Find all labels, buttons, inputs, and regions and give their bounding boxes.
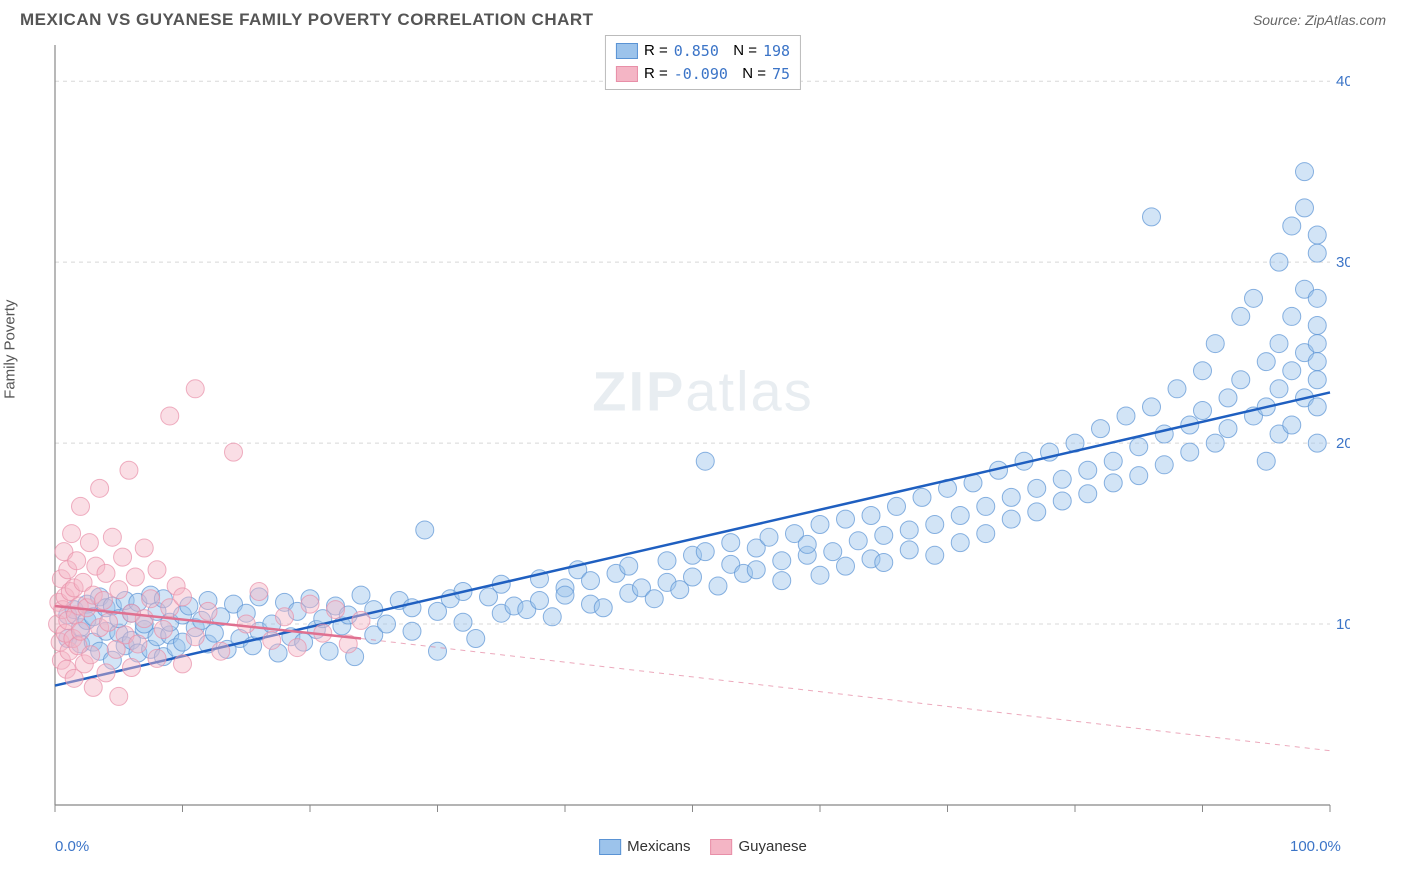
source-label: Source: ZipAtlas.com (1253, 12, 1386, 28)
header-bar: MEXICAN VS GUYANESE FAMILY POVERTY CORRE… (0, 0, 1406, 35)
n-value-guyanese: 75 (772, 63, 790, 86)
legend-row-guyanese: R = -0.090 N = 75 (616, 63, 790, 86)
svg-text:10.0%: 10.0% (1336, 616, 1350, 633)
n-value-mexicans: 198 (763, 40, 790, 63)
svg-text:40.0%: 40.0% (1336, 73, 1350, 90)
legend-item-mexicans: Mexicans (599, 838, 690, 855)
chart-title: MEXICAN VS GUYANESE FAMILY POVERTY CORRE… (20, 10, 594, 30)
series-legend: Mexicans Guyanese (599, 838, 807, 855)
r-value-mexicans: 0.850 (674, 40, 719, 63)
r-value-guyanese: -0.090 (674, 63, 728, 86)
x-axis-max-label: 100.0% (1290, 838, 1341, 855)
scatter-plot: 10.0% 20.0% 30.0% 40.0% (20, 35, 1350, 825)
svg-text:20.0%: 20.0% (1336, 435, 1350, 452)
correlation-legend: R = 0.850 N = 198 R = -0.090 N = 75 (605, 35, 801, 90)
swatch-mexicans (616, 43, 638, 59)
swatch-bottom-mexicans (599, 839, 621, 855)
swatch-bottom-guyanese (710, 839, 732, 855)
legend-item-guyanese: Guyanese (710, 838, 806, 855)
swatch-guyanese (616, 66, 638, 82)
y-axis-label: Family Poverty (2, 300, 19, 399)
legend-row-mexicans: R = 0.850 N = 198 (616, 40, 790, 63)
chart-container: Family Poverty R = 0.850 N = 198 R = -0.… (20, 35, 1386, 825)
x-axis-min-label: 0.0% (55, 838, 89, 855)
svg-text:30.0%: 30.0% (1336, 254, 1350, 271)
